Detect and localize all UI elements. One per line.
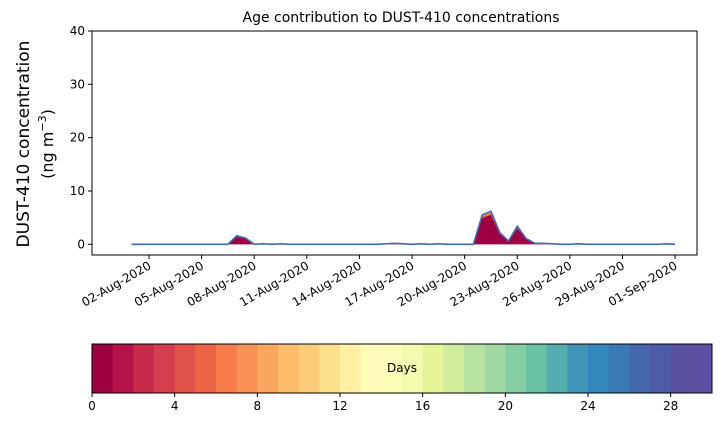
y-tick-label: 10	[70, 184, 85, 198]
y-axis: 0 10 20 30 40	[70, 24, 92, 251]
colorbar-ticks: 0 4 8 12 16 20 24 28	[88, 393, 678, 413]
colorbar-cell	[588, 344, 610, 393]
chart-title: Age contribution to DUST-410 concentrati…	[243, 10, 560, 26]
colorbar-cell	[546, 344, 568, 393]
colorbar-cell	[608, 344, 630, 393]
y-axis-label-close: )	[38, 109, 57, 115]
colorbar-cell	[340, 344, 362, 393]
colorbar-cell	[257, 344, 279, 393]
colorbar-cell	[526, 344, 548, 393]
colorbar-cell	[278, 344, 300, 393]
colorbar-tick-label: 0	[88, 399, 96, 413]
age-layer-1-days	[131, 212, 676, 245]
colorbar-cell	[650, 344, 672, 393]
colorbar-cell	[174, 344, 196, 393]
colorbar-cell	[443, 344, 465, 393]
stacked-age-areas	[131, 211, 676, 245]
colorbar-cell	[402, 344, 424, 393]
y-axis-label-exponent: −3	[36, 115, 49, 131]
colorbar-cell	[133, 344, 155, 393]
y-tick-label: 40	[70, 24, 85, 38]
colorbar-cell	[298, 344, 320, 393]
colorbar-cell	[670, 344, 692, 393]
colorbar-tick-label: 12	[332, 399, 347, 413]
colorbar-cell	[112, 344, 134, 393]
colorbar-cell	[319, 344, 341, 393]
colorbar-tick-label: 24	[580, 399, 595, 413]
y-axis-label-line1: DUST-410 concentration	[14, 41, 34, 248]
colorbar-tick-label: 20	[498, 399, 513, 413]
colorbar-cell	[360, 344, 382, 393]
x-axis: 02-Aug-202005-Aug-202008-Aug-202011-Aug-…	[79, 255, 680, 309]
colorbar-cell	[92, 344, 114, 393]
colorbar-tick-label: 8	[254, 399, 262, 413]
y-axis-label-unit: (ng m	[38, 132, 57, 179]
plot-frame	[91, 30, 698, 256]
colorbar-tick-label: 4	[171, 399, 179, 413]
age-layer-29-days	[131, 211, 676, 245]
colorbar-cell	[629, 344, 651, 393]
colorbar-tick-label: 16	[415, 399, 430, 413]
age-layer-3-days	[131, 211, 676, 245]
age-layer-0-days	[131, 214, 676, 245]
colorbar-cell	[567, 344, 589, 393]
age-layer-27-days	[131, 211, 676, 245]
colorbar-cell	[691, 344, 713, 393]
colorbar-cell	[505, 344, 527, 393]
colorbar-cells	[92, 344, 713, 393]
y-tick-label: 0	[77, 237, 85, 251]
colorbar-cell	[195, 344, 217, 393]
colorbar: Days 0 4 8 12 16 20 24 28	[88, 343, 713, 413]
y-axis-label: DUST-410 concentration (ng m−3)	[14, 41, 57, 248]
colorbar-cell	[484, 344, 506, 393]
colorbar-cell	[422, 344, 444, 393]
colorbar-label: Days	[387, 361, 417, 375]
total-concentration-line	[131, 210, 676, 246]
plot-area	[91, 30, 698, 256]
colorbar-cell	[381, 344, 403, 393]
y-tick-label: 20	[70, 131, 85, 145]
y-tick-label: 30	[70, 77, 85, 91]
colorbar-cell	[236, 344, 258, 393]
colorbar-cell	[216, 344, 238, 393]
colorbar-cell	[154, 344, 176, 393]
colorbar-tick-label: 28	[663, 399, 678, 413]
colorbar-cell	[464, 344, 486, 393]
y-axis-label-line2: (ng m−3)	[36, 109, 57, 179]
colorbar-frame	[91, 343, 713, 394]
